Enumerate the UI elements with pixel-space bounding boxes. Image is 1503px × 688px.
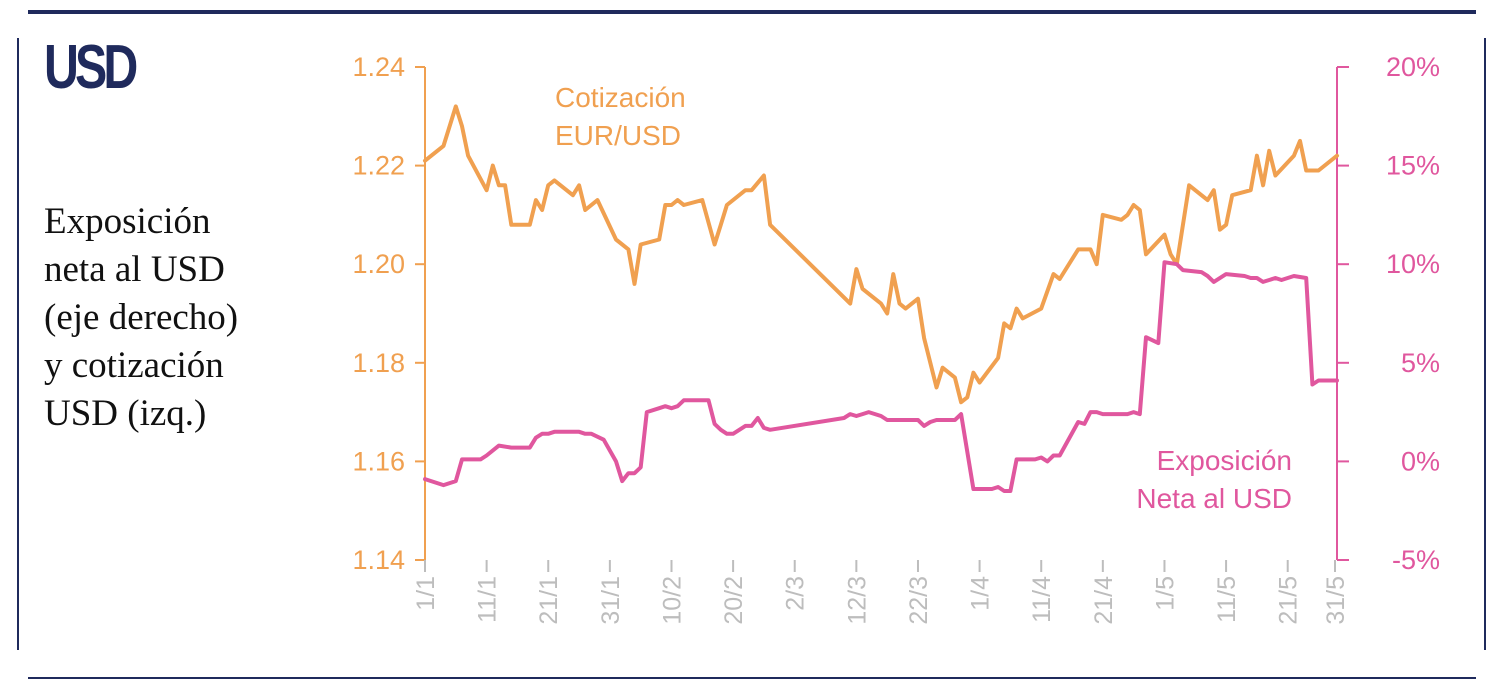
left-axis-tick-label: 1.16 xyxy=(352,446,405,476)
right-axis-tick-label: 0% xyxy=(1401,446,1440,476)
chart-lines xyxy=(423,104,1339,493)
x-axis-tick-label: 31/5 xyxy=(1322,576,1350,625)
top-rule xyxy=(28,10,1476,14)
right-axis-tick-label: 10% xyxy=(1386,249,1440,279)
x-axis-tick-label: 21/4 xyxy=(1090,576,1118,625)
right-border-rule xyxy=(1484,38,1486,650)
x-axis-tick-label: 31/1 xyxy=(597,576,625,625)
x-axis-tick-label: 1/5 xyxy=(1151,576,1179,611)
right-axis-tick-label: 15% xyxy=(1386,151,1440,181)
net-usd-exposure-line xyxy=(423,260,1339,493)
currency-heading: USD xyxy=(44,33,138,102)
left-axis-tick-label: 1.14 xyxy=(352,545,405,575)
x-axis-tick-label: 11/1 xyxy=(474,576,502,623)
eur-usd-series-label: Cotización xyxy=(555,82,686,113)
left-axis-tick-label: 1.24 xyxy=(352,52,405,82)
left-axis-tick-label: 1.22 xyxy=(352,151,405,181)
exposure-series-label: Neta al USD xyxy=(1136,483,1292,514)
eur-usd-series-label: EUR/USD xyxy=(555,120,681,151)
chart-axes: 1.24 1.22 1.20 1.18 1.16 1.14 20% 15% 10% 5% 0% -5%… xyxy=(352,52,1440,625)
x-axis-tick-label: 1/4 xyxy=(967,576,995,611)
x-axis-tick-label: 2/3 xyxy=(782,576,810,611)
right-axis-tick-label: 5% xyxy=(1401,348,1440,378)
left-axis-tick-label: 1.20 xyxy=(352,249,405,279)
chart-description: Exposición neta al USD (eje derecho) y c… xyxy=(44,201,239,434)
x-axis-tick-label: 11/5 xyxy=(1213,576,1241,623)
bottom-rule xyxy=(28,677,1476,679)
right-axis-tick-label: -5% xyxy=(1392,545,1440,575)
exposure-series-label: Exposición xyxy=(1157,445,1292,476)
chart-labels: Cotización EUR/USD Exposición Neta al USD xyxy=(555,82,1292,514)
x-axis-tick-label: 20/2 xyxy=(720,576,748,625)
x-axis-tick-label: 1/1 xyxy=(412,576,440,611)
x-axis-tick-label: 21/1 xyxy=(535,576,563,625)
left-border-rule xyxy=(17,38,19,650)
right-axis-tick-label: 20% xyxy=(1386,52,1440,82)
x-axis-tick-label: 11/4 xyxy=(1028,576,1056,623)
left-axis-tick-label: 1.18 xyxy=(352,348,405,378)
x-axis-tick-label: 10/2 xyxy=(658,576,686,625)
x-axis-tick-label: 12/3 xyxy=(843,576,871,625)
x-axis-tick-label: 21/5 xyxy=(1275,576,1303,625)
x-axis-tick-label: 22/3 xyxy=(905,576,933,625)
eur-usd-rate-line xyxy=(423,104,1339,405)
